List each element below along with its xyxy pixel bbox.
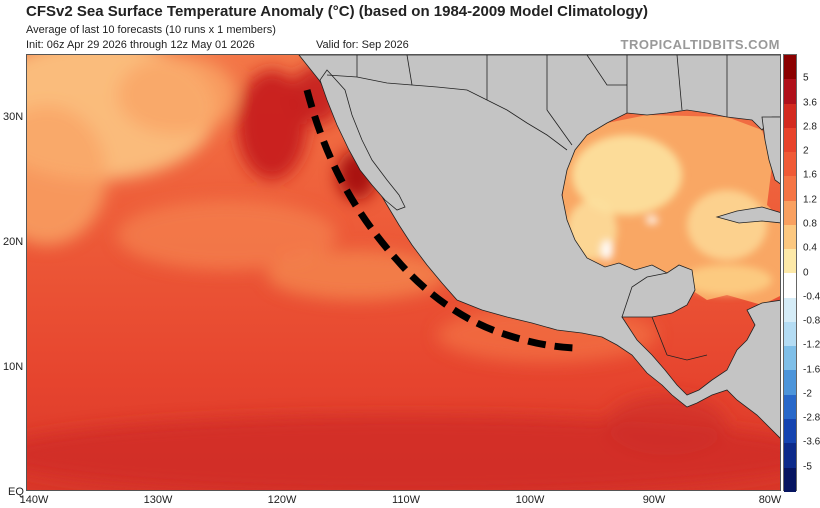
colorbar-swatch <box>784 370 796 395</box>
colorbar-swatch <box>784 443 796 468</box>
colorbar-tick-label: 3.6 <box>803 97 817 109</box>
colorbar-tick-label: 2.8 <box>803 121 817 133</box>
colorbar-swatch <box>784 79 796 104</box>
colorbar-swatch <box>784 176 796 201</box>
lat-label-20n: 20N <box>3 236 24 248</box>
colorbar-tick-label: 0.4 <box>803 242 817 254</box>
colorbar-swatch <box>784 321 796 347</box>
colorbar-swatch <box>784 467 796 492</box>
colorbar-tick-label: -2.8 <box>803 412 820 424</box>
colorbar <box>783 54 797 492</box>
colorbar-tick-label: 2 <box>803 145 809 157</box>
colorbar-tick-label: 1.2 <box>803 194 817 206</box>
colorbar-swatch <box>784 200 796 225</box>
north-america-land <box>298 55 780 439</box>
colorbar-tick-label: -1.6 <box>803 364 820 376</box>
brand-watermark: TROPICALTIDBITS.COM <box>620 37 780 52</box>
lat-label-30n: 30N <box>3 111 24 123</box>
init-text: Init: 06z Apr 29 2026 through 12z May 01… <box>26 39 255 51</box>
colorbar-swatch <box>784 55 796 80</box>
lat-label-eq: EQ <box>8 486 24 498</box>
lon-label-120w: 120W <box>267 494 297 506</box>
colorbar-tick-label: -0.8 <box>803 315 820 327</box>
colorbar-swatch <box>784 249 796 274</box>
lat-label-10n: 10N <box>3 361 24 373</box>
map-canvas <box>27 55 780 490</box>
colorbar-swatch <box>784 224 796 250</box>
sst-anomaly-map <box>26 54 781 491</box>
colorbar-tick-label: -5 <box>803 461 812 473</box>
map-subtitle: Average of last 10 forecasts (10 runs x … <box>26 24 276 36</box>
dashed-track-line <box>303 89 576 352</box>
political-borders <box>326 55 728 361</box>
lon-label-100w: 100W <box>515 494 545 506</box>
anomaly-shading <box>27 55 780 490</box>
lon-label-90w: 90W <box>642 494 666 506</box>
valid-text: Valid for: Sep 2026 <box>316 39 409 51</box>
colorbar-tick-label: -2 <box>803 388 812 400</box>
baja-california-land <box>319 69 406 211</box>
lon-label-80w: 80W <box>758 494 782 506</box>
cuba-land <box>715 206 780 224</box>
colorbar-tick-label: 0.8 <box>803 218 817 230</box>
colorbar-tick-label: 1.6 <box>803 169 817 181</box>
colorbar-swatch <box>784 418 796 444</box>
colorbar-swatch <box>784 273 796 298</box>
colorbar-tick-label: -3.6 <box>803 436 820 448</box>
map-title: CFSv2 Sea Surface Temperature Anomaly (°… <box>26 3 649 20</box>
colorbar-tick-label: -1.2 <box>803 339 820 351</box>
florida-land <box>761 116 780 185</box>
lon-label-130w: 130W <box>143 494 173 506</box>
colorbar-swatch <box>784 103 796 128</box>
colorbar-tick-label: 5 <box>803 72 809 84</box>
colorbar-swatch <box>784 394 796 419</box>
init-line: Init: 06z Apr 29 2026 through 12z May 01… <box>26 39 409 51</box>
colorbar-tick-label: 0 <box>803 267 809 278</box>
colorbar-swatch <box>784 127 796 153</box>
lon-label-110w: 110W <box>392 494 420 506</box>
colorbar-swatch <box>784 346 796 371</box>
colorbar-swatch <box>784 152 796 177</box>
yucatan-land <box>621 264 696 318</box>
colorbar-swatch <box>784 297 796 322</box>
lon-label-140w: 140W <box>19 494 49 506</box>
colorbar-tick-label: -0.4 <box>803 291 820 303</box>
